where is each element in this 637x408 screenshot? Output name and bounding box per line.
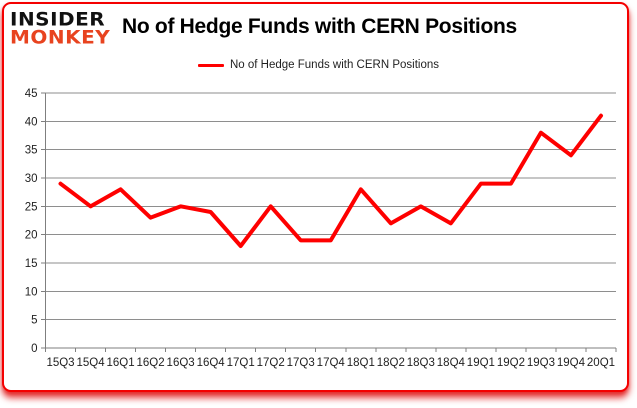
y-axis-label: 20 — [25, 230, 38, 242]
x-axis-label: 19Q2 — [497, 357, 525, 369]
x-axis-label: 17Q3 — [287, 357, 315, 369]
data-series-line — [58, 113, 603, 248]
x-axis-label: 17Q4 — [317, 357, 346, 369]
x-axis-label: 18Q2 — [377, 357, 405, 369]
y-axis-label: 45 — [25, 88, 38, 100]
logo-line1: INSIDER — [10, 7, 106, 31]
chart-title: No of Hedge Funds with CERN Positions — [122, 15, 517, 38]
x-axis-label: 19Q3 — [527, 357, 555, 369]
x-axis-label: 19Q4 — [557, 357, 586, 369]
x-axis-label: 17Q1 — [227, 357, 255, 369]
y-axis-label: 5 — [31, 315, 37, 327]
y-axis-label: 40 — [25, 116, 38, 128]
x-axis-label: 15Q4 — [76, 357, 105, 369]
x-axis-label: 20Q1 — [587, 357, 615, 369]
x-axis-label: 18Q4 — [437, 357, 466, 369]
y-axis-label: 0 — [31, 343, 37, 355]
legend-line-swatch — [197, 63, 224, 67]
y-axis-label: 25 — [25, 201, 38, 213]
x-axis-label: 17Q2 — [257, 357, 285, 369]
y-axis-label: 10 — [25, 286, 38, 298]
legend-label: No of Hedge Funds with CERN Positions — [229, 59, 439, 71]
x-axis-label: 15Q3 — [46, 357, 74, 369]
y-axis-label: 35 — [25, 145, 38, 157]
x-axis-label: 16Q4 — [197, 357, 226, 369]
legend: No of Hedge Funds with CERN Positions — [0, 59, 637, 71]
insider-monkey-logo: INSIDER MONKEY — [10, 7, 111, 49]
x-axis-label: 16Q2 — [137, 357, 165, 369]
y-axis-label: 30 — [25, 173, 38, 185]
x-axis-label: 19Q1 — [467, 357, 495, 369]
x-axis-label: 18Q1 — [347, 357, 375, 369]
x-axis-label: 16Q1 — [106, 357, 134, 369]
x-axis-label: 18Q3 — [407, 357, 435, 369]
y-axis-label: 15 — [25, 258, 38, 270]
x-axis-label: 16Q3 — [167, 357, 195, 369]
logo-line2: MONKEY — [10, 25, 111, 49]
